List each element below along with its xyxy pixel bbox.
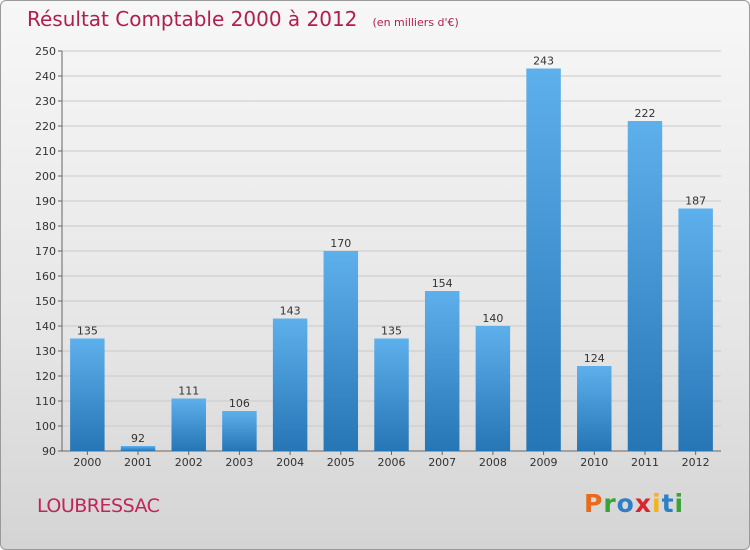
y-tick-label: 130 — [35, 345, 56, 358]
y-tick-label: 120 — [35, 370, 56, 383]
x-tick-label-2011: 2011 — [631, 456, 659, 469]
data-label-2002: 111 — [178, 385, 199, 398]
title-row: Résultat Comptable 2000 à 2012 (en milli… — [27, 7, 459, 31]
bars — [70, 68, 713, 451]
logo-letter: P — [584, 489, 604, 518]
logo-letter: x — [634, 489, 652, 518]
bar-2001 — [120, 446, 156, 451]
y-tick-label: 150 — [35, 295, 56, 308]
y-tick-label: 100 — [35, 420, 56, 433]
bar-2012 — [678, 208, 713, 451]
y-tick-label: 210 — [35, 145, 56, 158]
logo-letter: r — [603, 489, 617, 518]
data-label-2003: 106 — [229, 397, 250, 410]
x-tick-label-2005: 2005 — [327, 456, 355, 469]
y-tick-label: 110 — [35, 395, 56, 408]
logo-letter: i — [674, 489, 685, 518]
bar-2010 — [577, 366, 612, 451]
data-label-2010: 124 — [584, 352, 605, 365]
y-tick-label: 220 — [35, 120, 56, 133]
x-tick-label-2004: 2004 — [276, 456, 304, 469]
data-label-2011: 222 — [634, 107, 655, 120]
data-labels: 135 92 111 106 143 170 135 154 140 243 124 222 187 — [77, 55, 706, 446]
x-tick-label-2010: 2010 — [580, 456, 608, 469]
y-tick-label: 160 — [35, 270, 56, 283]
logo-letter: i — [652, 489, 662, 518]
data-label-2007: 154 — [432, 277, 453, 290]
x-tick-label-2003: 2003 — [225, 456, 253, 469]
bar-2005 — [323, 251, 359, 451]
y-tick-label: 90 — [42, 445, 56, 458]
data-label-2006: 135 — [381, 325, 402, 338]
chart-subtitle: (en milliers d'€) — [372, 16, 459, 29]
y-tick-label: 190 — [35, 195, 56, 208]
y-tick-label: 230 — [35, 95, 56, 108]
bar-2003 — [222, 411, 257, 451]
data-label-2004: 143 — [280, 305, 301, 318]
bar-2011 — [627, 121, 663, 451]
y-tick-label: 170 — [35, 245, 56, 258]
bar-2007 — [424, 291, 460, 451]
data-label-2009: 243 — [533, 55, 554, 68]
chart-title: Résultat Comptable 2000 à 2012 — [27, 7, 358, 31]
commune-name: LOUBRESSAC — [37, 495, 160, 517]
proxiti-logo[interactable]: Proxiti — [584, 489, 684, 518]
y-tick-label: 200 — [35, 170, 56, 183]
data-label-2005: 170 — [330, 237, 351, 250]
bar-2006 — [374, 338, 409, 451]
x-tick-label-2009: 2009 — [530, 456, 558, 469]
x-tick-label-2000: 2000 — [73, 456, 101, 469]
bar-2004 — [272, 318, 308, 451]
bar-2008 — [475, 326, 511, 451]
x-tick-label-2006: 2006 — [378, 456, 406, 469]
bar-2002 — [171, 398, 206, 451]
y-tick-label: 180 — [35, 220, 56, 233]
y-tick-label: 240 — [35, 70, 56, 83]
data-label-2012: 187 — [685, 195, 706, 208]
bar-2009 — [526, 68, 561, 451]
x-tick-label-2012: 2012 — [682, 456, 710, 469]
bar-2000 — [70, 338, 105, 451]
logo-letter: o — [616, 489, 635, 518]
y-tick-label: 250 — [35, 45, 56, 58]
y-tick-label: 140 — [35, 320, 56, 333]
data-label-2001: 92 — [131, 432, 145, 445]
data-label-2000: 135 — [77, 325, 98, 338]
x-tick-label-2008: 2008 — [479, 456, 507, 469]
logo-letter: t — [661, 489, 675, 518]
x-tick-label-2002: 2002 — [175, 456, 203, 469]
x-tick-label-2001: 2001 — [124, 456, 152, 469]
data-label-2008: 140 — [482, 312, 503, 325]
x-tick-label-2007: 2007 — [428, 456, 456, 469]
